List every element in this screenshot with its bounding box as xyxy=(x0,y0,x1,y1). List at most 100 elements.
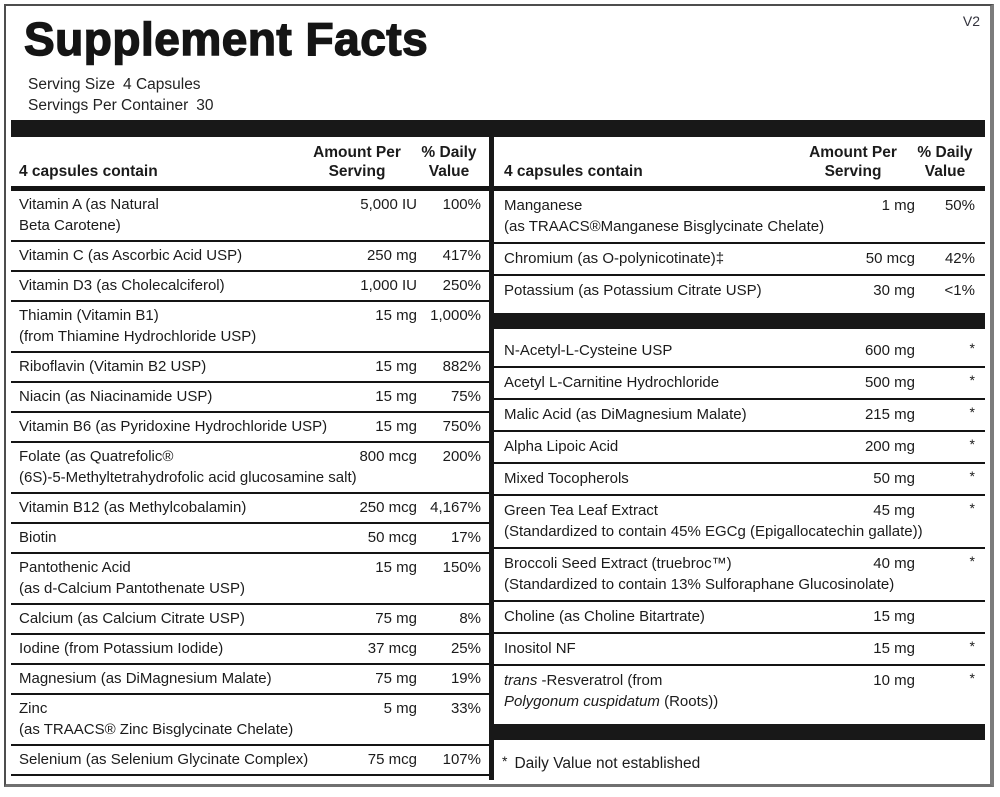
top-divider-bar xyxy=(11,120,985,137)
ingredient-detail: (6S)-5-Methyltetrahydrofolic acid glucos… xyxy=(19,469,357,486)
ingredient-name: Acetyl L-Carnitine Hydrochloride xyxy=(504,374,720,391)
left-column-header: 4 capsules contain Amount Per Serving % … xyxy=(11,137,489,191)
ingredient-name: Biotin xyxy=(19,529,57,546)
ingredient-detail: (Standardized to contain 45% EGCg (Epiga… xyxy=(504,523,923,540)
daily-value: 75% xyxy=(450,388,481,405)
table-row: Inositol NF 15 mg * xyxy=(494,634,985,666)
ingredient-detail: Polygonum cuspidatum (Roots)) xyxy=(504,693,719,710)
daily-value: 50% xyxy=(944,197,975,214)
ingredient-name: Niacin (as Niacinamide USP) xyxy=(19,388,213,405)
daily-value: <1% xyxy=(944,282,975,299)
column-header-contain: 4 capsules contain xyxy=(504,163,643,180)
ingredient-detail: (Standardized to contain 13% Sulforaphan… xyxy=(504,576,895,593)
ingredient-name: Chromium (as O-polynicotinate)‡ xyxy=(504,250,725,267)
table-row: Malic Acid (as DiMagnesium Malate) 215 mg… xyxy=(494,400,985,432)
table-row: trans -Resveratrol (from 10 mg * Polygonum … xyxy=(494,666,985,717)
ingredient-name: Manganese xyxy=(504,197,583,214)
table-row: Vitamin D3 (as Cholecalciferol) 1,000 IU 2… xyxy=(11,272,489,302)
daily-value: 17% xyxy=(450,529,481,546)
table-row: Vitamin C (as Ascorbic Acid USP) 250 mg 41… xyxy=(11,242,489,272)
ingredient-name: Inositol NF xyxy=(504,640,576,657)
ingredient-name: Thiamin (Vitamin B1) xyxy=(19,307,159,324)
serving-size-label: Serving Size xyxy=(28,76,116,93)
daily-value: 19% xyxy=(450,670,481,687)
table-row: Acetyl L-Carnitine Hydrochloride 500 mg * xyxy=(494,368,985,400)
amount-value: 200 mg xyxy=(864,438,915,455)
amount-value: 75 mg xyxy=(375,610,417,627)
ingredient-name: Selenium (as Selenium Glycinate Complex) xyxy=(19,751,309,768)
amount-value: 30 mg xyxy=(873,282,915,299)
ingredient-name: Broccoli Seed Extract (truebroc™) xyxy=(504,555,732,572)
ingredient-detail: (as TRAACS® Zinc Bisglycinate Chelate) xyxy=(19,721,294,738)
column-header-contain: 4 capsules contain xyxy=(19,163,158,180)
daily-value: * xyxy=(969,404,975,420)
amount-value: 250 mcg xyxy=(359,499,417,516)
amount-value: 15 mg xyxy=(375,559,417,576)
amount-value: 15 mg xyxy=(375,418,417,435)
ingredient-name: Magnesium (as DiMagnesium Malate) xyxy=(19,670,272,687)
facts-panel: 4 capsules contain Amount Per Serving % … xyxy=(11,137,985,780)
amount-value: 600 mg xyxy=(864,342,915,359)
daily-value: 417% xyxy=(442,247,481,264)
table-row: Potassium (as Potassium Citrate USP) 30 m… xyxy=(494,276,985,306)
table-row: Biotin 50 mcg 17% xyxy=(11,524,489,554)
table-row: Riboflavin (Vitamin B2 USP) 15 mg 882% xyxy=(11,353,489,383)
amount-value: 50 mg xyxy=(873,470,915,487)
table-row: Iodine (from Potassium Iodide) 37 mcg 25% xyxy=(11,635,489,665)
table-row: Thiamin (Vitamin B1) 15 mg 1,000% (from Thi… xyxy=(11,302,489,353)
amount-value: 75 mg xyxy=(375,670,417,687)
right-column: 4 capsules contain Amount Per Serving % … xyxy=(494,137,985,780)
table-row: Choline (as Choline Bitartrate) 15 mg xyxy=(494,602,985,634)
servings-per-container-label: Servings Per Container xyxy=(28,97,189,114)
ingredient-name: Vitamin A (as Natural xyxy=(19,196,159,213)
table-row: Calcium (as Calcium Citrate USP) 75 mg 8% xyxy=(11,605,489,635)
daily-value: * xyxy=(969,436,975,452)
table-row: N-Acetyl-L-Cysteine USP 600 mg * xyxy=(494,336,985,368)
daily-value: 107% xyxy=(442,751,481,768)
ingredient-name: Alpha Lipoic Acid xyxy=(504,438,619,455)
table-row: Green Tea Leaf Extract 45 mg * (Standardize… xyxy=(494,496,985,549)
ingredient-name: Zinc xyxy=(19,700,48,717)
serving-size-line: Serving Size 4 Capsules xyxy=(28,74,214,95)
amount-value: 5 mg xyxy=(383,700,417,717)
table-row: Manganese 1 mg 50% (as TRAACS®Manganese Bis… xyxy=(494,191,985,244)
daily-value: * xyxy=(969,500,975,516)
ingredient-name: Vitamin C (as Ascorbic Acid USP) xyxy=(19,247,243,264)
footnote-marker: * xyxy=(502,753,508,769)
column-header-amount: Amount Per Serving xyxy=(313,144,401,180)
ingredient-name: Calcium (as Calcium Citrate USP) xyxy=(19,610,245,627)
ingredient-name: Green Tea Leaf Extract xyxy=(504,502,658,519)
column-header-daily-value: % Daily Value xyxy=(421,144,477,180)
ingredient-name: Riboflavin (Vitamin B2 USP) xyxy=(19,358,207,375)
amount-value: 15 mg xyxy=(873,608,915,625)
amount-value: 250 mg xyxy=(366,247,417,264)
ingredient-detail: (as d-Calcium Pantothenate USP) xyxy=(19,580,245,597)
amount-value: 5,000 IU xyxy=(360,196,417,213)
daily-value: 200% xyxy=(442,448,481,465)
table-row: Selenium (as Selenium Glycinate Complex)… xyxy=(11,746,489,776)
amount-value: 75 mcg xyxy=(367,751,417,768)
section-divider-bar xyxy=(494,724,985,740)
column-divider xyxy=(489,137,494,780)
table-row: Niacin (as Niacinamide USP) 15 mg 75% xyxy=(11,383,489,413)
table-row: Broccoli Seed Extract (truebroc™) 40 mg * (… xyxy=(494,549,985,602)
daily-value xyxy=(915,606,985,627)
right-rows: Manganese 1 mg 50% (as TRAACS®Manganese Bis… xyxy=(494,191,985,740)
ingredient-name: N-Acetyl-L-Cysteine USP xyxy=(504,342,673,359)
daily-value: 8% xyxy=(459,610,481,627)
ingredient-name: Vitamin B6 (as Pyridoxine Hydrochloride … xyxy=(19,418,328,435)
daily-value: 150% xyxy=(442,559,481,576)
amount-value: 10 mg xyxy=(873,672,915,689)
amount-value: 40 mg xyxy=(873,555,915,572)
daily-value: 25% xyxy=(450,640,481,657)
ingredient-name: Choline (as Choline Bitartrate) xyxy=(504,608,705,625)
amount-value: 215 mg xyxy=(864,406,915,423)
amount-value: 15 mg xyxy=(375,307,417,324)
column-header-daily-value: % Daily Value xyxy=(917,144,973,180)
daily-value: * xyxy=(969,670,975,686)
table-row: Folate (as Quatrefolic® 800 mcg 200% (6S)-5… xyxy=(11,443,489,494)
amount-value: 1 mg xyxy=(881,197,915,214)
ingredient-name: Folate (as Quatrefolic® xyxy=(19,448,174,465)
version-tag: V2 xyxy=(962,13,980,29)
amount-value: 15 mg xyxy=(375,358,417,375)
